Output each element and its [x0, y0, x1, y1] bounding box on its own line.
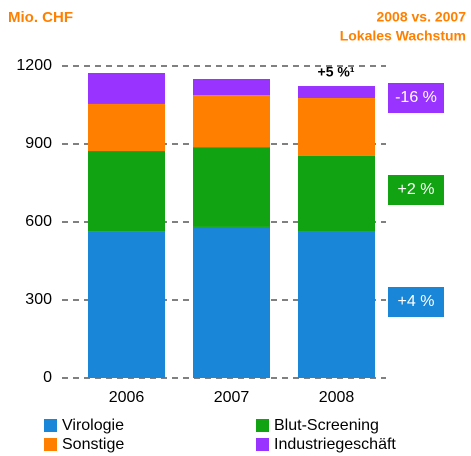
growth-label: +2 %: [398, 181, 435, 198]
legend-swatch: [44, 438, 57, 451]
legend-label: Virologie: [62, 417, 124, 434]
bar-segment: [193, 147, 270, 227]
bar-segment: [193, 79, 270, 96]
annotation: +5 %¹: [318, 64, 355, 80]
legend-swatch: [44, 419, 57, 432]
subtitle: Lokales Wachstum: [340, 28, 466, 44]
x-tick-label: 2008: [319, 389, 355, 406]
legend-label: Blut-Screening: [274, 417, 379, 434]
bar-segment: [298, 97, 375, 156]
growth-badge: [388, 175, 444, 205]
legend-label: Industriegeschäft: [274, 436, 396, 453]
bar-segment: [298, 155, 375, 232]
growth-label: +4 %: [398, 293, 435, 310]
x-tick-label: 2007: [214, 389, 250, 406]
bar-segment: [88, 151, 165, 232]
legend-label: Sonstige: [62, 436, 124, 453]
y-tick-label: 300: [25, 291, 52, 308]
bar-segment: [193, 226, 270, 378]
bar-segment: [298, 231, 375, 378]
legend-swatch: [256, 438, 269, 451]
bar-segment: [298, 86, 375, 98]
growth-badge: [388, 83, 444, 113]
y-tick-label: 0: [43, 369, 52, 386]
bar-segment: [88, 231, 165, 378]
y-tick-label: 900: [25, 135, 52, 152]
growth-badge: [388, 287, 444, 317]
y-tick-label: 600: [25, 213, 52, 230]
subtitle: 2008 vs. 2007: [376, 9, 466, 25]
legend-swatch: [256, 419, 269, 432]
x-tick-label: 2006: [109, 389, 145, 406]
bar-segment: [193, 95, 270, 148]
y-tick-label: 1200: [16, 57, 52, 74]
bar-segment: [88, 103, 165, 152]
bar-segment: [88, 73, 165, 104]
growth-label: -16 %: [395, 89, 437, 106]
chart-title: Mio. CHF: [8, 9, 73, 26]
